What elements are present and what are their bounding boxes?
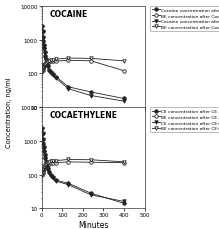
Text: COCAINE: COCAINE [50,10,88,19]
Legend: CE concentration after CE alone, BE concentration after CE Alone, CE concentrati: CE concentration after CE alone, BE conc… [150,108,219,132]
Text: Concentration, ng/ml: Concentration, ng/ml [6,77,12,147]
X-axis label: Minutes: Minutes [78,220,108,229]
Legend: Cocaine concentration after Cocaine Alone, BE concentration after Cocaine Alone,: Cocaine concentration after Cocaine Alon… [150,7,219,32]
Text: COCAETHYLENE: COCAETHYLENE [50,111,118,120]
